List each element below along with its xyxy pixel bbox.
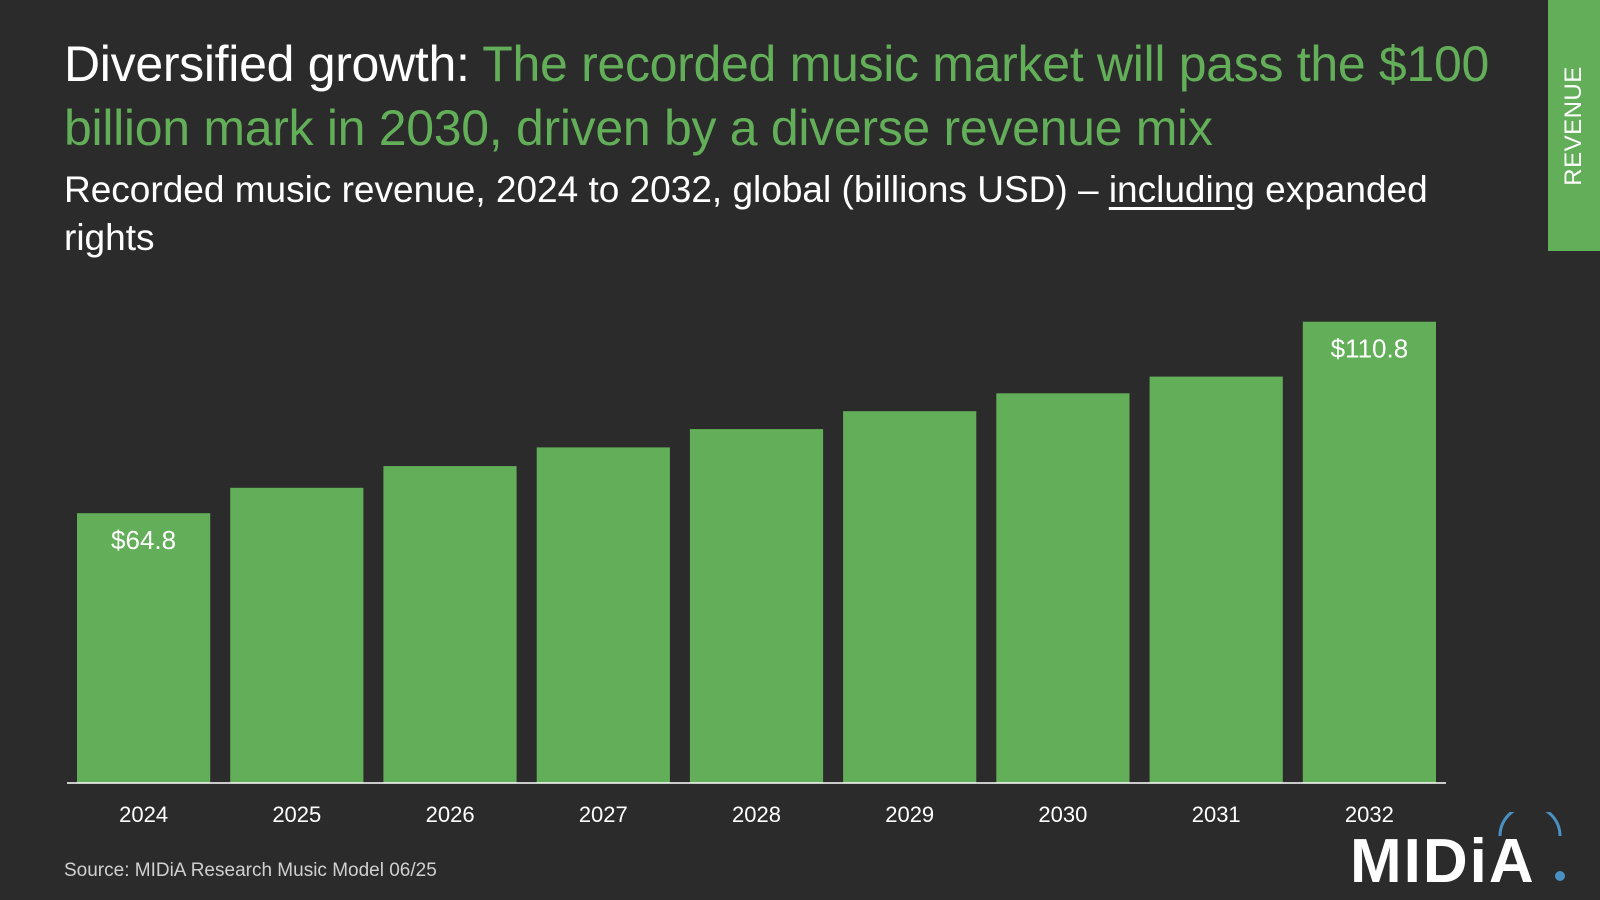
- logo-text: MIDiA: [1350, 827, 1536, 892]
- bar-2030: [996, 393, 1130, 783]
- data-label-2024: $64.8: [111, 525, 176, 555]
- midia-logo: MIDiA: [1350, 812, 1565, 892]
- bar-series: [77, 321, 1436, 783]
- bar-2025: [230, 487, 364, 783]
- bar-2031: [1149, 376, 1283, 783]
- bar-2027: [536, 447, 670, 783]
- page-title: Diversified growth: The recorded music m…: [64, 32, 1504, 160]
- x-tick-label-2026: 2026: [426, 802, 475, 827]
- x-tick-label-2030: 2030: [1038, 802, 1087, 827]
- bar-2032: [1302, 321, 1436, 783]
- bar-2028: [689, 429, 824, 783]
- x-tick-label-2029: 2029: [885, 802, 934, 827]
- section-tab: REVENUE: [1548, 0, 1600, 251]
- data-label-2032: $110.8: [1331, 334, 1409, 364]
- x-tick-label-2024: 2024: [119, 802, 168, 827]
- x-tick-label-2031: 2031: [1192, 802, 1241, 827]
- value-labels: $64.8 $110.8: [111, 334, 1408, 556]
- logo-dot: [1555, 871, 1565, 881]
- bar-2026: [383, 466, 517, 783]
- x-axis-ticks: 2024 2025 2026 2027 2028 2029 2030 2031 2032: [119, 802, 1394, 827]
- title-highlight: The recorded music market will pass the …: [64, 36, 1489, 156]
- logo-arc: [1498, 812, 1562, 837]
- x-tick-label-2032: 2032: [1345, 802, 1394, 827]
- x-tick-label-2028: 2028: [732, 802, 781, 827]
- bar-2024: [77, 513, 211, 783]
- x-tick-label-2027: 2027: [579, 802, 628, 827]
- bar-2029: [843, 411, 977, 783]
- subtitle-main: Recorded music revenue, 2024 to 2032, gl…: [64, 169, 1109, 210]
- source-note: Source: MIDiA Research Music Model 06/25: [64, 860, 437, 881]
- subtitle-underlined: including: [1108, 169, 1255, 210]
- x-tick-label-2025: 2025: [272, 802, 321, 827]
- chart-subtitle: Recorded music revenue, 2024 to 2032, gl…: [64, 166, 1484, 262]
- subtitle-end: expanded rights: [64, 169, 1428, 258]
- title-lead: Diversified growth:: [64, 36, 470, 92]
